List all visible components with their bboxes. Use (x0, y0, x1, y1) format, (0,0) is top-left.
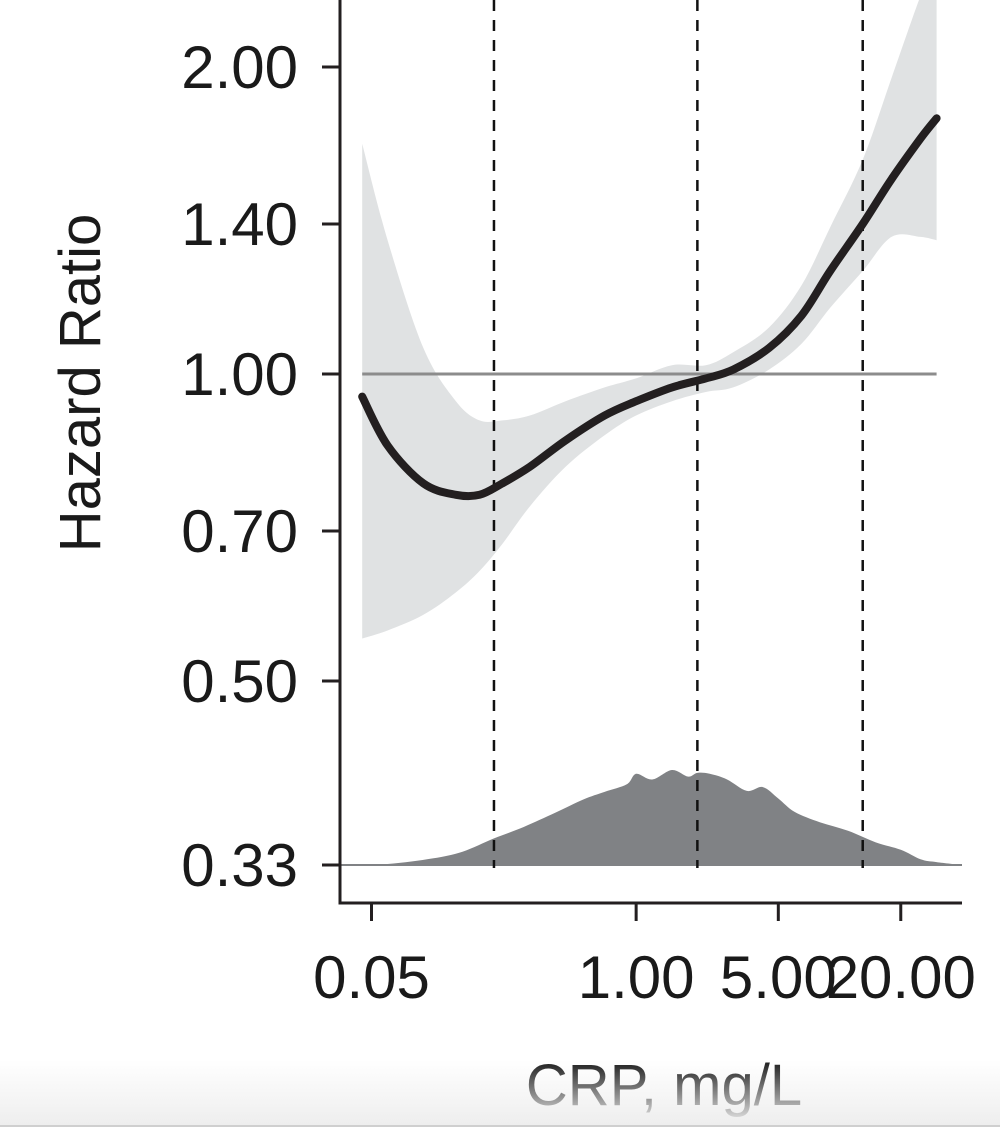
y-tick-label-2.00: 2.00 (181, 34, 298, 101)
y-axis-title: Hazard Ratio (48, 214, 113, 552)
x-tick-label-1.00: 1.00 (578, 944, 695, 1011)
y-tick-label-0.70: 0.70 (181, 498, 298, 565)
hazard-line-layer (358, 114, 941, 501)
x-tick-label-20.00: 20.00 (826, 944, 976, 1011)
x-tick-label-0.05: 0.05 (313, 944, 430, 1011)
y-tick-label-0.33: 0.33 (181, 832, 298, 899)
vertical-lines-layer (492, 0, 864, 868)
hazard-ratio-line (358, 114, 941, 501)
y-tick-label-1.40: 1.40 (181, 191, 298, 258)
crp-distribution (340, 769, 962, 865)
distribution-layer (340, 769, 962, 866)
x-axis-title: CRP, mg/L (526, 1053, 802, 1118)
confidence-band (362, 0, 937, 639)
x-tick-label-5.00: 5.00 (720, 944, 837, 1011)
y-tick-label-1.00: 1.00 (181, 341, 298, 408)
confidence-band-layer (362, 0, 937, 639)
y-tick-label-0.50: 0.50 (181, 648, 298, 715)
axes-layer: 0.33 0.50 0.70 1.00 1.40 2.00 0.05 1.00 5.0020.0… (181, 0, 976, 1011)
